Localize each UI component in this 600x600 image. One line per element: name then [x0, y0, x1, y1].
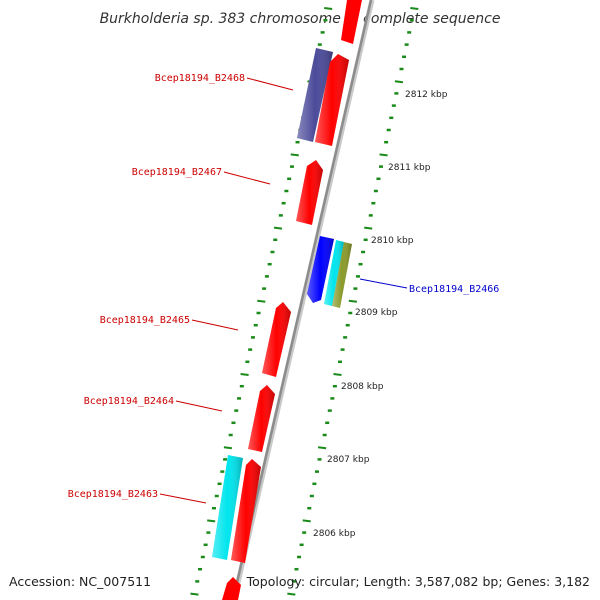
topology-text: Topology: circular; Length: 3,587,082 bp… [246, 574, 590, 589]
gene-label-b2465[interactable]: Bcep18194_B2465 [100, 315, 190, 326]
tick-mark [364, 226, 373, 230]
tick-mark [190, 592, 199, 596]
tick-mark [394, 80, 404, 84]
gene-label-b2467[interactable]: Bcep18194_B2467 [132, 167, 222, 178]
kbp-label: 2806 kbp [313, 529, 356, 539]
tick-mark [223, 446, 233, 450]
tick-mark [273, 226, 283, 230]
gene-features [212, 0, 362, 600]
kbp-label: 2811 kbp [388, 163, 431, 173]
tick-mark [324, 7, 333, 10]
map-title: Burkholderia sp. 383 chromosome 2, compl… [100, 11, 501, 27]
right-tick-track [287, 7, 419, 596]
tick-mark [290, 153, 299, 157]
tick-mark [317, 446, 327, 450]
tick-mark [240, 373, 249, 376]
gene-label-b2468[interactable]: Bcep18194_B2468 [155, 73, 245, 84]
kbp-label: 2809 kbp [355, 308, 398, 318]
kbp-label: 2810 kbp [371, 236, 414, 246]
gene-label-b2463[interactable]: Bcep18194_B2463 [68, 489, 158, 500]
kbp-label: 2812 kbp [405, 90, 448, 100]
tick-mark [379, 153, 388, 157]
kbp-label: 2807 kbp [327, 455, 370, 465]
tick-mark [348, 299, 357, 303]
gene-arrow[interactable] [222, 577, 241, 600]
gene-label-b2466[interactable]: Bcep18194_B2466 [409, 284, 499, 295]
tick-mark [302, 519, 311, 523]
tick-mark [287, 592, 296, 596]
tick-mark [410, 7, 419, 10]
tick-mark [207, 519, 216, 523]
gene-arrow[interactable] [341, 0, 362, 44]
gene-label-b2464[interactable]: Bcep18194_B2464 [84, 396, 174, 407]
accession-text: Accession: NC_007511 [9, 574, 151, 589]
label-leaders [159, 77, 408, 504]
tick-mark [333, 373, 342, 376]
tick-mark [257, 299, 266, 303]
chromosome-backbone [231, 0, 375, 600]
kbp-label: 2808 kbp [341, 382, 384, 392]
